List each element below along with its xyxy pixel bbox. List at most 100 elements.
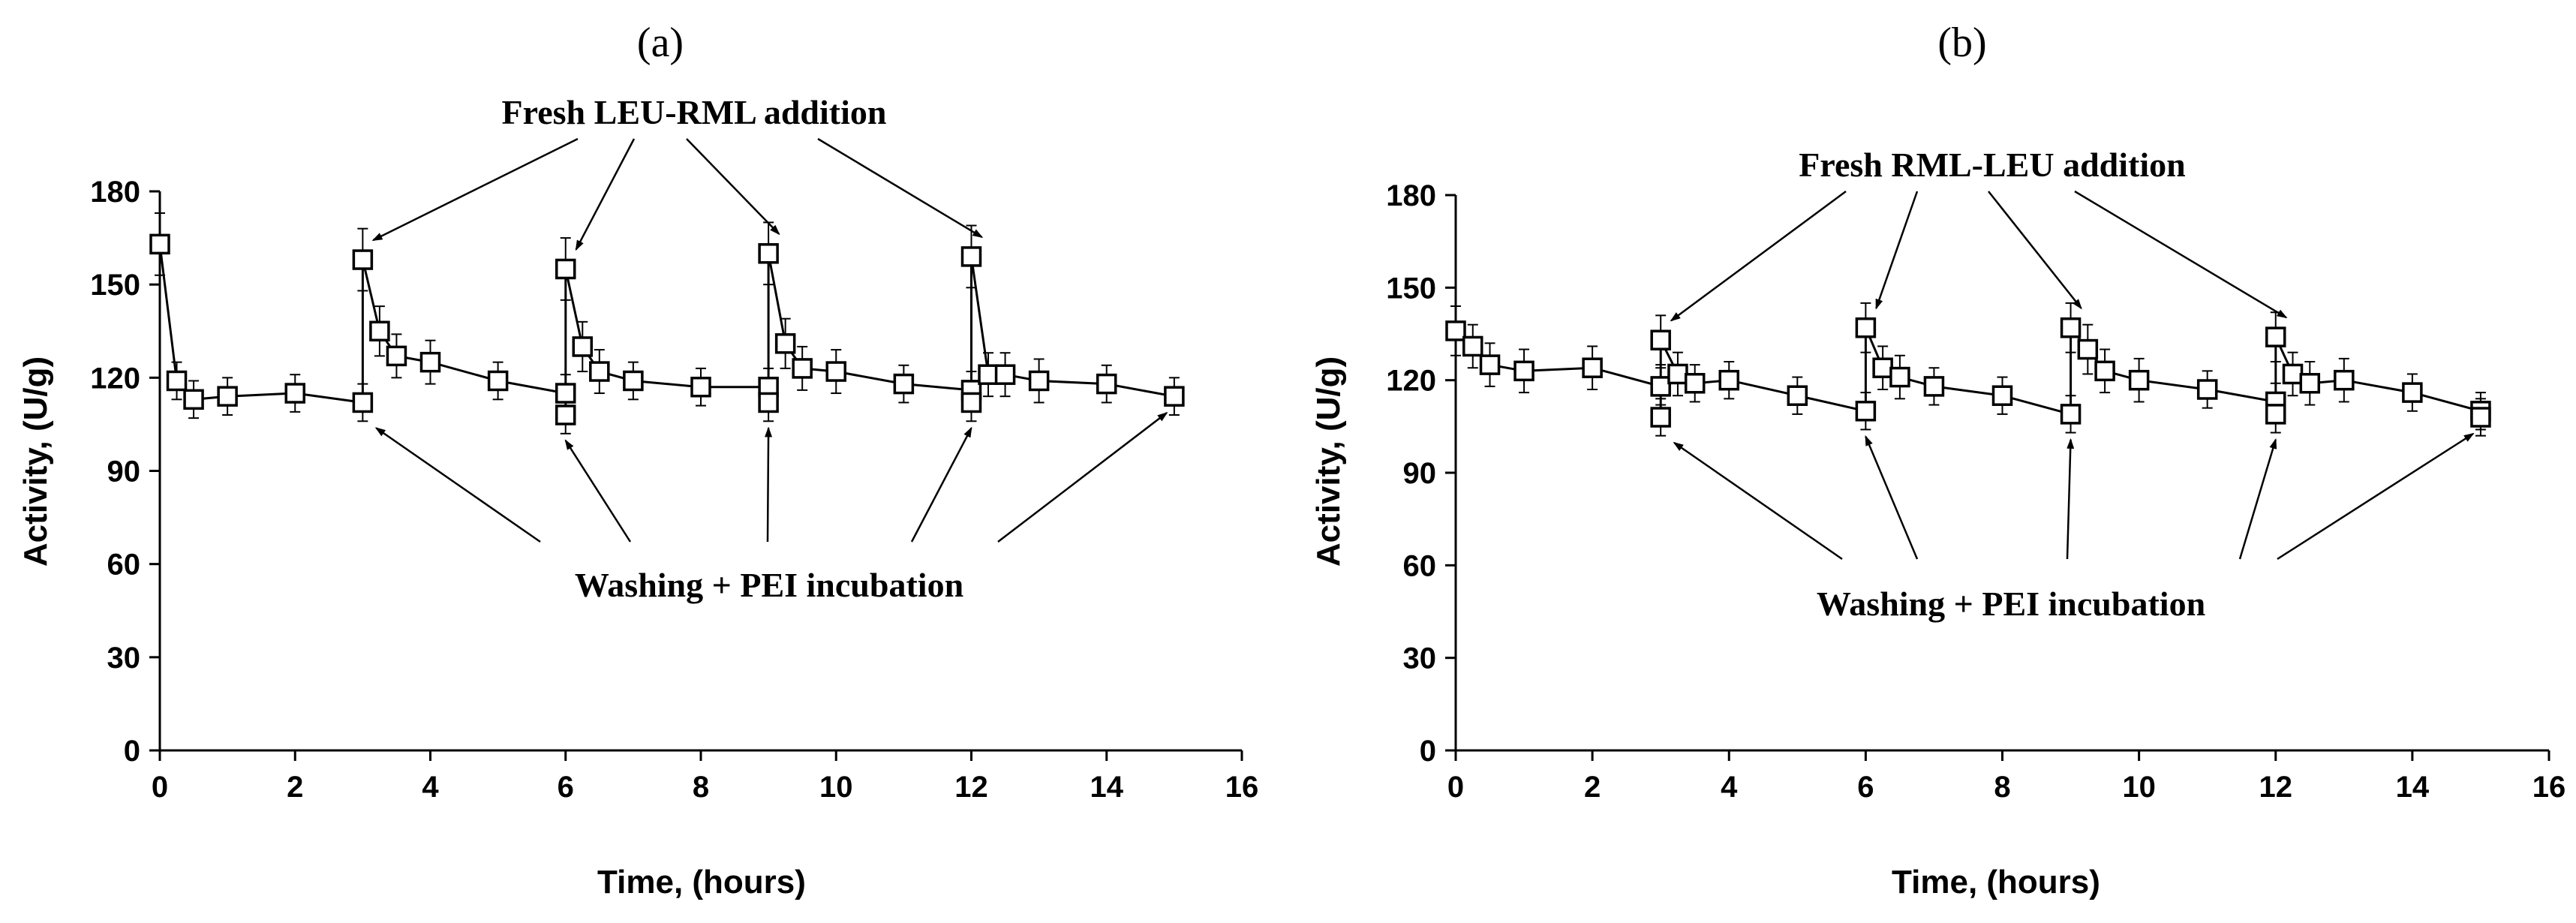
panel-a-x-tick-label: 8 (693, 771, 709, 804)
panel-a-data-point (1028, 370, 1050, 392)
panel-b-x-tick-label: 10 (2122, 771, 2156, 804)
panel-a-data-point (419, 351, 441, 373)
panel-b-data-point (2299, 373, 2321, 394)
panel-b-data-point (1650, 376, 1671, 397)
panel-b-x-tick-label: 8 (1994, 771, 2010, 804)
panel-a-top-arrow (817, 137, 984, 238)
panel-a-data-point (183, 389, 204, 410)
panel-a-data-point (352, 249, 374, 270)
panel-b-bottom-annotation: Washing + PEI incubation (1817, 585, 2205, 623)
panel-a-data-point (369, 320, 390, 341)
panel-a-bottom-arrow (374, 427, 541, 543)
panel-a-data-point (589, 361, 610, 382)
panel-a-data-point (555, 383, 576, 404)
panel-b-plot: 0 2 4 6 8 10 12 14 16 0 30 60 90 120 150 180 (1386, 179, 2565, 804)
panel-a-data-point (572, 336, 594, 357)
panel-a-data-point (352, 392, 374, 413)
panel-b-x-tick-label: 0 (1447, 771, 1464, 804)
panel-b-data-point (2470, 407, 2491, 428)
panel-b-data-point (1787, 385, 1808, 406)
panel-b-data-point (2094, 360, 2115, 382)
panel-a-y-tick-label: 180 (90, 176, 140, 209)
panel-a-y-tick-label: 30 (107, 642, 141, 675)
panel-b-top-arrow (1875, 191, 1919, 310)
panel-b-y-tick-label: 0 (1420, 735, 1436, 768)
panel-a-data-point (386, 345, 407, 367)
panel-b-bottom-arrow (2238, 437, 2277, 560)
panel-b-data-point (1650, 407, 1671, 428)
panel-a-data-point (149, 233, 170, 255)
panel-b-top-arrow (2074, 190, 2288, 319)
panel-a-y-tick-label: 0 (124, 735, 140, 768)
panel-b-y-axis-title: Activity, (U/g) (1310, 356, 1347, 567)
panel-a-data-point (555, 404, 576, 425)
panel-a-top-arrow (371, 137, 579, 242)
panel-a-top-arrow (575, 138, 636, 251)
panel-a-data-point (792, 358, 813, 379)
panel-b-data-point (1855, 317, 1877, 338)
panel-a-data-point (690, 377, 711, 398)
panel-a-data-point (217, 386, 238, 407)
panel-a-data-point (893, 373, 915, 395)
panel-a: (a) 0 2 4 6 8 10 12 14 16 0 30 60 90 120 150 180 Fresh … (17, 20, 1258, 900)
panel-a-data-point (166, 370, 188, 392)
panel-a-top-arrow (686, 138, 780, 236)
panel-b-bottom-arrow (2277, 432, 2475, 561)
panel-b-top-annotation: Fresh RML-LEU addition (1799, 146, 2185, 184)
panel-b-data-point (1513, 360, 1534, 382)
panel-b-data-point (2265, 326, 2286, 347)
panel-b-y-tick-label: 150 (1386, 272, 1436, 305)
panel-b-data-point (1445, 320, 1466, 341)
panel-a-data-point (487, 370, 509, 392)
panel-a-data-point (960, 392, 982, 413)
panel-b-data-point (2334, 369, 2355, 391)
panel-b-data-point (1718, 369, 1739, 391)
panel-a-data-point (1164, 386, 1185, 407)
panel-b-title: (b) (1937, 20, 1986, 66)
panel-a-title: (a) (637, 20, 684, 66)
panel-a-x-tick-label: 2 (287, 771, 303, 804)
panel-b-top-arrow (1988, 191, 2082, 310)
panel-b-x-tick-label: 4 (1721, 771, 1738, 804)
panel-b-x-tick-label: 14 (2396, 771, 2430, 804)
panel-b-data-point (2265, 404, 2286, 425)
panel-a-data-point (758, 392, 779, 413)
panel-a-y-tick-label: 120 (90, 362, 140, 395)
panel-b-x-tick-label: 12 (2259, 771, 2293, 804)
panel-a-x-tick-label: 12 (954, 771, 988, 804)
panel-b-bottom-arrow (1865, 434, 1919, 560)
panel-b-y-tick-label: 30 (1403, 642, 1437, 675)
panel-b-data-point (1889, 366, 1910, 388)
panel-a-data-point (994, 364, 1016, 385)
panel-b-data-point (2077, 338, 2099, 360)
panel-a-data-point (960, 246, 982, 267)
panel-b-series-line (1454, 324, 2482, 417)
panel-a-x-tick-label: 4 (422, 771, 439, 804)
panel-a-data-point (284, 383, 305, 404)
panel-a-x-axis-title: Time, (hours) (597, 864, 806, 900)
panel-b-top-arrow (1670, 190, 1847, 322)
panel-a-y-tick-label: 90 (107, 455, 141, 489)
panel-a-y-axis-title: Activity, (U/g) (17, 356, 54, 567)
panel-a-plot: 0 2 4 6 8 10 12 14 16 0 30 60 90 120 150 180 (90, 137, 1259, 804)
panel-b-y-tick-label: 120 (1386, 365, 1436, 398)
panel-a-x-tick-label: 16 (1225, 771, 1259, 804)
panel-a-x-tick-label: 0 (152, 771, 168, 804)
panel-b-data-point (1923, 376, 1945, 397)
panel-b-data-point (1667, 363, 1688, 385)
panel-b-data-point (2060, 404, 2082, 425)
panel-b-bottom-arrow (1673, 441, 1843, 561)
panel-b-x-tick-label: 2 (1584, 771, 1601, 804)
panel-b-data-point (2196, 379, 2218, 400)
panel-a-top-annotation: Fresh LEU-RML addition (502, 93, 887, 131)
panel-a-x-tick-label: 6 (558, 771, 574, 804)
panel-a-x-tick-label: 10 (819, 771, 853, 804)
panel-a-series-line (158, 244, 1175, 415)
panel-b-x-axis-title: Time, (hours) (1892, 864, 2100, 900)
panel-a-data-point (1096, 373, 1117, 395)
panel-a-bottom-arrow (997, 411, 1168, 543)
panel-b-bottom-arrow (2066, 437, 2075, 560)
panel-a-x-tick-label: 14 (1090, 771, 1124, 804)
panel-b: (b) 0 2 4 6 8 10 12 14 16 0 30 60 90 120 150 180 Fresh … (1310, 20, 2565, 900)
